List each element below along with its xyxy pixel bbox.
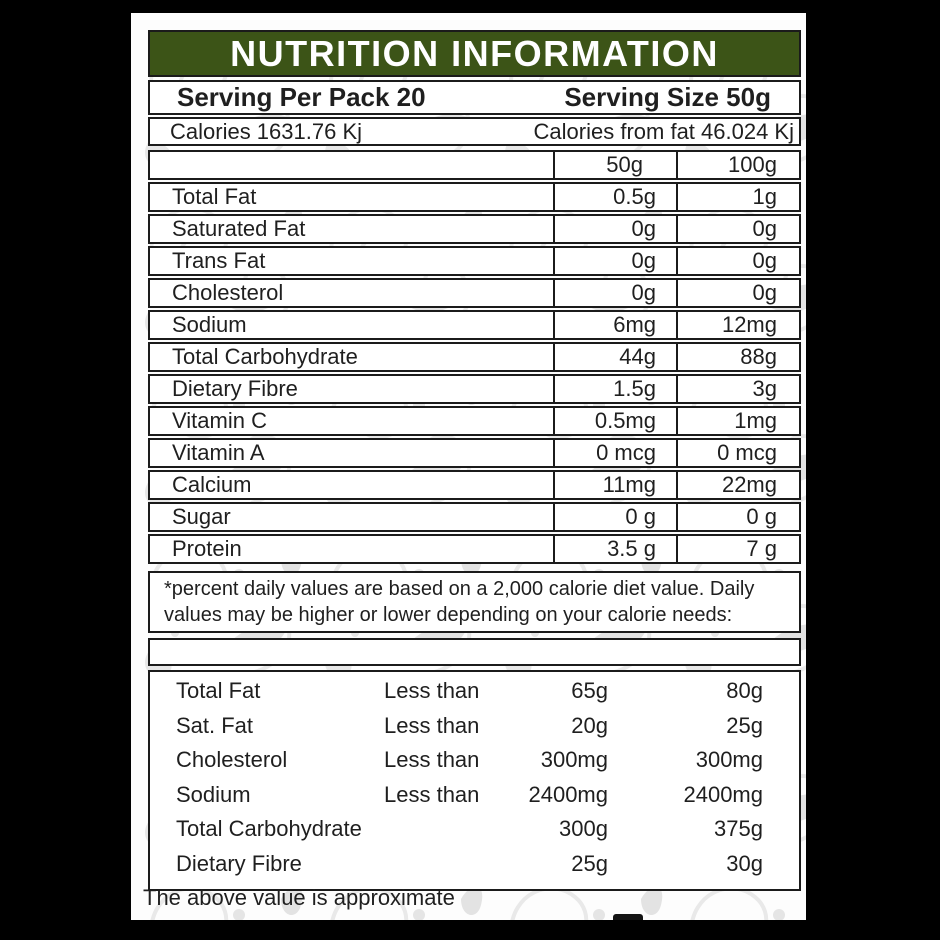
daily-value-amount-2: 300mg — [695, 747, 763, 773]
nutrient-value-50g: 1.5g — [553, 376, 676, 402]
nutrient-value-100g: 3g — [676, 376, 799, 402]
nutrient-row: Saturated Fat 0g 0g — [148, 214, 801, 244]
column-header-row: 50g 100g — [148, 150, 801, 180]
label-title-bar: NUTRITION INFORMATION — [148, 30, 801, 77]
calories-total: Calories 1631.76 Kj — [170, 118, 363, 144]
daily-value-amount-1: 300mg — [540, 747, 608, 773]
daily-value-row: Sat. Fat Less than 20g 25g — [150, 709, 799, 744]
nutrient-name: Calcium — [172, 472, 252, 497]
nutrient-value-100g: 1mg — [676, 408, 799, 434]
daily-value-name: Total Fat — [176, 678, 261, 704]
nutrient-value-50g: 0g — [553, 280, 676, 306]
nutrient-name: Protein — [172, 536, 242, 561]
serving-per-pack: Serving Per Pack 20 — [177, 82, 426, 112]
daily-value-row: Sodium Less than 2400mg 2400mg — [150, 778, 799, 813]
nutrient-value-100g: 0g — [676, 248, 799, 274]
nutrient-row: Cholesterol 0g 0g — [148, 278, 801, 308]
column-header-blank — [150, 152, 553, 178]
daily-value-amount-2: 30g — [726, 850, 763, 876]
daily-value-row: Cholesterol Less than 300mg 300mg — [150, 743, 799, 778]
nutrient-name: Vitamin A — [172, 440, 265, 465]
nutrient-value-100g: 0g — [676, 280, 799, 306]
daily-value-name: Cholesterol — [176, 747, 288, 773]
daily-value-row: Total Fat Less than 65g 80g — [150, 674, 799, 709]
nutrient-value-50g: 44g — [553, 344, 676, 370]
nutrition-label: NUTRITION INFORMATION Serving Per Pack 2… — [148, 30, 801, 891]
column-header-50g: 50g — [553, 152, 676, 178]
calories-row: Calories 1631.76 Kj Calories from fat 46… — [148, 117, 801, 146]
daily-value-amount-1: 2400mg — [528, 781, 608, 807]
daily-value-amount-1: 20g — [571, 712, 608, 738]
nutrient-name: Sugar — [172, 504, 231, 529]
nutrient-row: Protein 3.5 g 7 g — [148, 534, 801, 564]
nutrient-value-100g: 88g — [676, 344, 799, 370]
label-background: NUTRITION INFORMATION Serving Per Pack 2… — [131, 13, 806, 920]
nutrient-value-100g: 22mg — [676, 472, 799, 498]
daily-value-name: Sodium — [176, 781, 251, 807]
daily-value-amount-1: 25g — [571, 850, 608, 876]
nutrient-value-50g: 3.5 g — [553, 536, 676, 562]
nutrient-name: Total Carbohydrate — [172, 344, 358, 369]
nutrient-name: Vitamin C — [172, 408, 267, 433]
nutrient-name: Cholesterol — [172, 280, 284, 305]
nutrient-value-50g: 0.5g — [553, 184, 676, 210]
daily-value-qualifier: Less than — [384, 712, 480, 738]
nutrient-name: Dietary Fibre — [172, 376, 298, 401]
daily-values-table: Total Fat Less than 65g 80g Sat. Fat Les… — [148, 670, 801, 891]
daily-value-amount-2: 80g — [726, 678, 763, 704]
nutrient-value-50g: 0g — [553, 216, 676, 242]
nutrient-value-50g: 0.5mg — [553, 408, 676, 434]
nutrient-row: Vitamin C 0.5mg 1mg — [148, 406, 801, 436]
nutrient-value-100g: 0 mcg — [676, 440, 799, 466]
nutrient-value-100g: 0 g — [676, 504, 799, 530]
calories-from-fat: Calories from fat 46.024 Kj — [533, 118, 794, 144]
serving-row: Serving Per Pack 20 Serving Size 50g — [148, 80, 801, 115]
nutrient-row: Trans Fat 0g 0g — [148, 246, 801, 276]
daily-value-footnote-text: *percent daily values are based on a 2,0… — [164, 578, 755, 626]
daily-value-amount-1: 300g — [559, 816, 608, 842]
empty-spacer-row — [148, 638, 801, 666]
nutrient-name: Total Fat — [172, 184, 257, 209]
daily-value-qualifier: Less than — [384, 747, 480, 773]
daily-value-amount-2: 25g — [726, 712, 763, 738]
daily-value-name: Dietary Fibre — [176, 850, 302, 876]
daily-value-amount-1: 65g — [571, 678, 608, 704]
nutrient-value-50g: 0g — [553, 248, 676, 274]
clipped-print-fragment — [613, 914, 643, 920]
nutrient-name: Sodium — [172, 312, 247, 337]
nutrient-value-50g: 6mg — [553, 312, 676, 338]
nutrient-row: Calcium 11mg 22mg — [148, 470, 801, 500]
nutrient-table: Total Fat 0.5g 1g Saturated Fat 0g 0g Tr… — [148, 182, 801, 564]
column-header-100g: 100g — [676, 152, 799, 178]
nutrient-value-50g: 11mg — [553, 472, 676, 498]
nutrient-row: Sugar 0 g 0 g — [148, 502, 801, 532]
nutrient-row: Dietary Fibre 1.5g 3g — [148, 374, 801, 404]
label-title: NUTRITION INFORMATION — [230, 32, 719, 74]
nutrient-row: Total Fat 0.5g 1g — [148, 182, 801, 212]
nutrient-row: Sodium 6mg 12mg — [148, 310, 801, 340]
daily-value-amount-2: 2400mg — [683, 781, 763, 807]
nutrient-value-100g: 0g — [676, 216, 799, 242]
daily-value-name: Total Carbohydrate — [176, 816, 362, 842]
daily-value-qualifier: Less than — [384, 781, 480, 807]
serving-size: Serving Size 50g — [564, 82, 771, 112]
nutrient-name: Trans Fat — [172, 248, 266, 273]
daily-value-footnote: *percent daily values are based on a 2,0… — [148, 571, 801, 633]
daily-value-row: Dietary Fibre 25g 30g — [150, 847, 799, 882]
daily-value-row: Total Carbohydrate 300g 375g — [150, 812, 799, 847]
nutrient-name: Saturated Fat — [172, 216, 306, 241]
nutrient-value-100g: 1g — [676, 184, 799, 210]
nutrient-value-100g: 7 g — [676, 536, 799, 562]
disclaimer-note: The above value is approximate — [143, 885, 455, 910]
nutrient-value-50g: 0 mcg — [553, 440, 676, 466]
daily-value-qualifier: Less than — [384, 678, 480, 704]
daily-value-amount-2: 375g — [714, 816, 763, 842]
nutrient-value-50g: 0 g — [553, 504, 676, 530]
daily-value-name: Sat. Fat — [176, 712, 254, 738]
nutrient-value-100g: 12mg — [676, 312, 799, 338]
nutrient-row: Vitamin A 0 mcg 0 mcg — [148, 438, 801, 468]
nutrient-row: Total Carbohydrate 44g 88g — [148, 342, 801, 372]
